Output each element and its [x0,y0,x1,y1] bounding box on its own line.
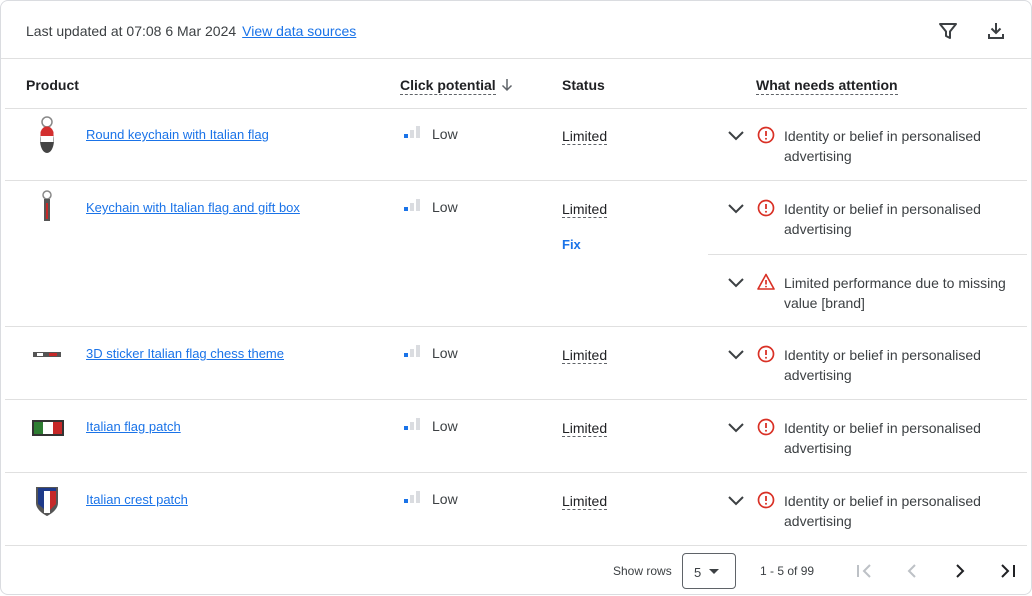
column-what-needs-attention[interactable]: What needs attention [756,77,898,95]
chevron-down-icon[interactable] [726,125,746,145]
table-header: Product Click potential Status What need… [5,59,1027,109]
product-thumbnail [42,190,52,221]
chevron-down-icon[interactable] [726,490,746,510]
dropdown-arrow-icon [709,569,719,574]
download-icon[interactable] [984,19,1008,43]
view-data-sources-link[interactable]: View data sources [242,23,357,39]
status-value[interactable]: Limited [562,420,608,437]
column-click-potential[interactable]: Click potential [400,77,496,95]
table-row: Italian flag patch Low Limited Identity … [5,400,1027,473]
click-potential-value: Low [432,418,458,434]
filter-icon[interactable] [936,19,960,43]
issue-text: Identity or belief in personalised adver… [784,128,981,164]
column-status[interactable]: Status [562,77,605,93]
issue-text: Identity or belief in personalised adver… [784,201,981,237]
status-value[interactable]: Limited [562,201,608,218]
chevron-down-icon[interactable] [726,417,746,437]
chevron-down-icon[interactable] [726,272,746,292]
error-icon [757,491,775,509]
product-name-link[interactable]: Keychain with Italian flag and gift box [86,200,300,215]
error-icon [757,345,775,363]
fix-button[interactable]: Fix [562,237,581,252]
first-page-icon[interactable] [852,559,876,583]
last-updated-text: Last updated at 07:08 6 Mar 2024 [26,23,237,39]
last-updated: Last updated at 07:08 6 Mar 2024 View dat… [26,23,356,39]
status-value[interactable]: Limited [562,347,608,364]
issue-item: Identity or belief in personalised adver… [708,181,1027,254]
click-potential-value: Low [432,126,458,142]
signal-bars-icon [404,491,420,503]
issue-item: Identity or belief in personalised adver… [708,400,1027,473]
product-thumbnail [33,352,61,357]
error-icon [757,418,775,436]
issue-item: Identity or belief in personalised adver… [708,108,1027,181]
rows-per-page-select[interactable]: 5 [682,553,736,589]
chevron-down-icon[interactable] [726,198,746,218]
error-icon [757,126,775,144]
table-row: Round keychain with Italian flag Low Lim… [5,108,1027,181]
pagination: Show rows 5 1 - 5 of 99 [1,546,1031,596]
product-name-link[interactable]: Italian flag patch [86,419,181,434]
click-potential-value: Low [432,199,458,215]
signal-bars-icon [404,126,420,138]
click-potential-value: Low [432,491,458,507]
page-range: 1 - 5 of 99 [760,564,815,578]
issue-text: Limited performance due to missing value… [784,275,1006,311]
signal-bars-icon [404,418,420,430]
issue-item: Identity or belief in personalised adver… [708,473,1027,546]
product-name-link[interactable]: Italian crest patch [86,492,188,507]
next-page-icon[interactable] [948,559,972,583]
product-thumbnail [36,487,58,516]
previous-page-icon[interactable] [900,559,924,583]
product-name-link[interactable]: 3D sticker Italian flag chess theme [86,346,284,361]
issue-item: Limited performance due to missing value… [708,254,1027,327]
chevron-down-icon[interactable] [726,344,746,364]
column-product[interactable]: Product [26,77,79,93]
issue-text: Identity or belief in personalised adver… [784,493,981,529]
product-thumbnail [40,116,54,153]
table-row: 3D sticker Italian flag chess theme Low … [5,327,1027,400]
arrow-down-icon[interactable] [500,78,514,92]
signal-bars-icon [404,199,420,211]
table-row: Keychain with Italian flag and gift box … [5,181,1027,327]
last-page-icon[interactable] [996,559,1020,583]
signal-bars-icon [404,345,420,357]
product-name-link[interactable]: Round keychain with Italian flag [86,127,269,142]
click-potential-value: Low [432,345,458,361]
table-row: Italian crest patch Low Limited Identity… [5,473,1027,546]
product-thumbnail [32,420,64,436]
toolbar: Last updated at 07:08 6 Mar 2024 View dat… [1,1,1031,59]
status-value[interactable]: Limited [562,493,608,510]
issue-text: Identity or belief in personalised adver… [784,420,981,456]
show-rows-label: Show rows [613,564,672,578]
error-icon [757,199,775,217]
rows-per-page-value: 5 [694,565,702,580]
issue-item: Identity or belief in personalised adver… [708,327,1027,400]
status-value[interactable]: Limited [562,128,608,145]
issue-text: Identity or belief in personalised adver… [784,347,981,383]
warning-icon [757,273,775,290]
